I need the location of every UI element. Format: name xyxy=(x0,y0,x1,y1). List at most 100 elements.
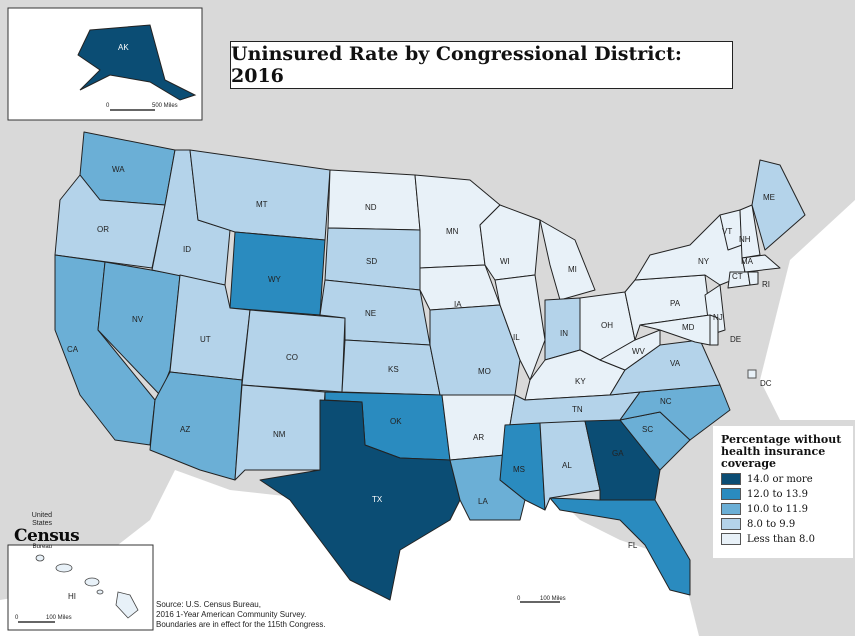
state-DE xyxy=(709,314,719,346)
state-MI xyxy=(539,219,596,301)
state-ME xyxy=(751,159,806,251)
state-labels: WA OR CA NV ID MT WY UT CO AZ NM ND SD N… xyxy=(67,165,775,550)
label-AK: AK xyxy=(118,43,129,52)
label-MD: MD xyxy=(682,323,695,332)
state-MS xyxy=(499,422,546,511)
conus-scale-bar: 0 100 Miles xyxy=(517,596,566,603)
svg-text:500 Miles: 500 Miles xyxy=(152,103,178,109)
label-AR: AR xyxy=(473,433,484,442)
label-AL: AL xyxy=(562,461,572,470)
hawaii-inset xyxy=(7,544,154,631)
legend-item: Less than 8.0 xyxy=(721,533,853,545)
state-NM xyxy=(234,384,326,481)
alaska-scale-bar: 0 500 Miles xyxy=(106,103,178,111)
label-SC: SC xyxy=(642,425,653,434)
label-NM: NM xyxy=(273,430,286,439)
label-OR: OR xyxy=(97,225,109,234)
label-TX: TX xyxy=(372,495,383,504)
label-IL: IL xyxy=(513,333,520,342)
label-HI: HI xyxy=(68,592,76,601)
source-line: Source: U.S. Census Bureau, xyxy=(156,600,261,609)
legend-title: Percentage without health insurance cove… xyxy=(721,433,842,470)
label-WA: WA xyxy=(112,165,125,174)
legend-label: 12.0 to 13.9 xyxy=(747,488,808,500)
logo-bureau: Bureau xyxy=(32,544,52,550)
label-UT: UT xyxy=(200,335,211,344)
dc-callout xyxy=(747,369,757,379)
legend: Percentage without health insurance cove… xyxy=(713,426,853,558)
legend-swatch xyxy=(721,503,741,515)
label-OK: OK xyxy=(390,417,402,426)
legend-item: 14.0 or more xyxy=(721,473,853,485)
label-MT: MT xyxy=(256,200,268,209)
label-CT: CT xyxy=(732,272,743,281)
legend-swatch xyxy=(721,488,741,500)
source-line: Boundaries are in effect for the 115th C… xyxy=(156,620,326,629)
hawaii-scale-bar: 0 100 Miles xyxy=(15,615,72,623)
legend-item: 8.0 to 9.9 xyxy=(721,518,853,530)
legend-item: 12.0 to 13.9 xyxy=(721,488,853,500)
state-HI xyxy=(35,554,139,619)
state-WV xyxy=(599,329,661,371)
label-IN: IN xyxy=(560,329,568,338)
label-VA: VA xyxy=(670,359,681,368)
label-VT: VT xyxy=(722,227,732,236)
label-CO: CO xyxy=(286,353,298,362)
label-AZ: AZ xyxy=(180,425,190,434)
label-MO: MO xyxy=(478,367,491,376)
legend-label: 10.0 to 11.9 xyxy=(747,503,808,515)
states-layer xyxy=(54,131,806,601)
source-note: Source: U.S. Census Bureau, 2016 1-Year … xyxy=(156,600,326,630)
label-TN: TN xyxy=(572,405,583,414)
state-ND xyxy=(327,169,421,231)
state-WY xyxy=(229,231,326,316)
svg-text:0: 0 xyxy=(15,615,19,621)
logo-united-states: United States xyxy=(31,512,52,527)
logo-census: Census xyxy=(14,526,80,546)
legend-swatch xyxy=(721,473,741,485)
svg-text:0: 0 xyxy=(517,596,521,602)
label-LA: LA xyxy=(478,497,488,506)
label-DC: DC xyxy=(760,379,772,388)
label-WV: WV xyxy=(632,347,646,356)
label-IA: IA xyxy=(454,300,462,309)
label-MN: MN xyxy=(446,227,459,236)
state-AZ xyxy=(149,371,243,481)
label-NE: NE xyxy=(365,309,376,318)
label-WI: WI xyxy=(500,257,510,266)
legend-item: 10.0 to 11.9 xyxy=(721,503,853,515)
label-DE: DE xyxy=(730,335,741,344)
svg-text:100 Miles: 100 Miles xyxy=(540,596,566,602)
label-FL: FL xyxy=(628,541,638,550)
label-NY: NY xyxy=(698,257,710,266)
map-title-text: Uninsured Rate by Congressional District… xyxy=(231,43,682,87)
state-WI xyxy=(479,204,541,281)
label-NC: NC xyxy=(660,397,672,406)
svg-text:100 Miles: 100 Miles xyxy=(46,615,72,621)
label-ID: ID xyxy=(183,245,191,254)
census-logo: United States Census Bureau xyxy=(14,512,80,551)
state-MD xyxy=(639,314,711,346)
label-NJ: NJ xyxy=(713,313,723,322)
state-AL xyxy=(539,420,601,511)
legend-swatch xyxy=(721,533,741,545)
state-FL xyxy=(549,497,691,596)
source-line: 2016 1-Year American Community Survey. xyxy=(156,610,307,619)
label-CA: CA xyxy=(67,345,79,354)
legend-label: 8.0 to 9.9 xyxy=(747,518,796,530)
label-MS: MS xyxy=(513,465,525,474)
label-WY: WY xyxy=(268,275,282,284)
label-GA: GA xyxy=(612,449,624,458)
label-PA: PA xyxy=(670,299,681,308)
map-title: Uninsured Rate by Congressional District… xyxy=(230,41,733,89)
legend-label: 14.0 or more xyxy=(747,473,813,485)
label-ND: ND xyxy=(365,203,377,212)
ocean-east xyxy=(760,200,855,420)
label-NH: NH xyxy=(739,235,751,244)
label-MA: MA xyxy=(741,257,754,266)
label-KY: KY xyxy=(575,377,586,386)
label-ME: ME xyxy=(763,193,775,202)
label-NV: NV xyxy=(132,315,144,324)
